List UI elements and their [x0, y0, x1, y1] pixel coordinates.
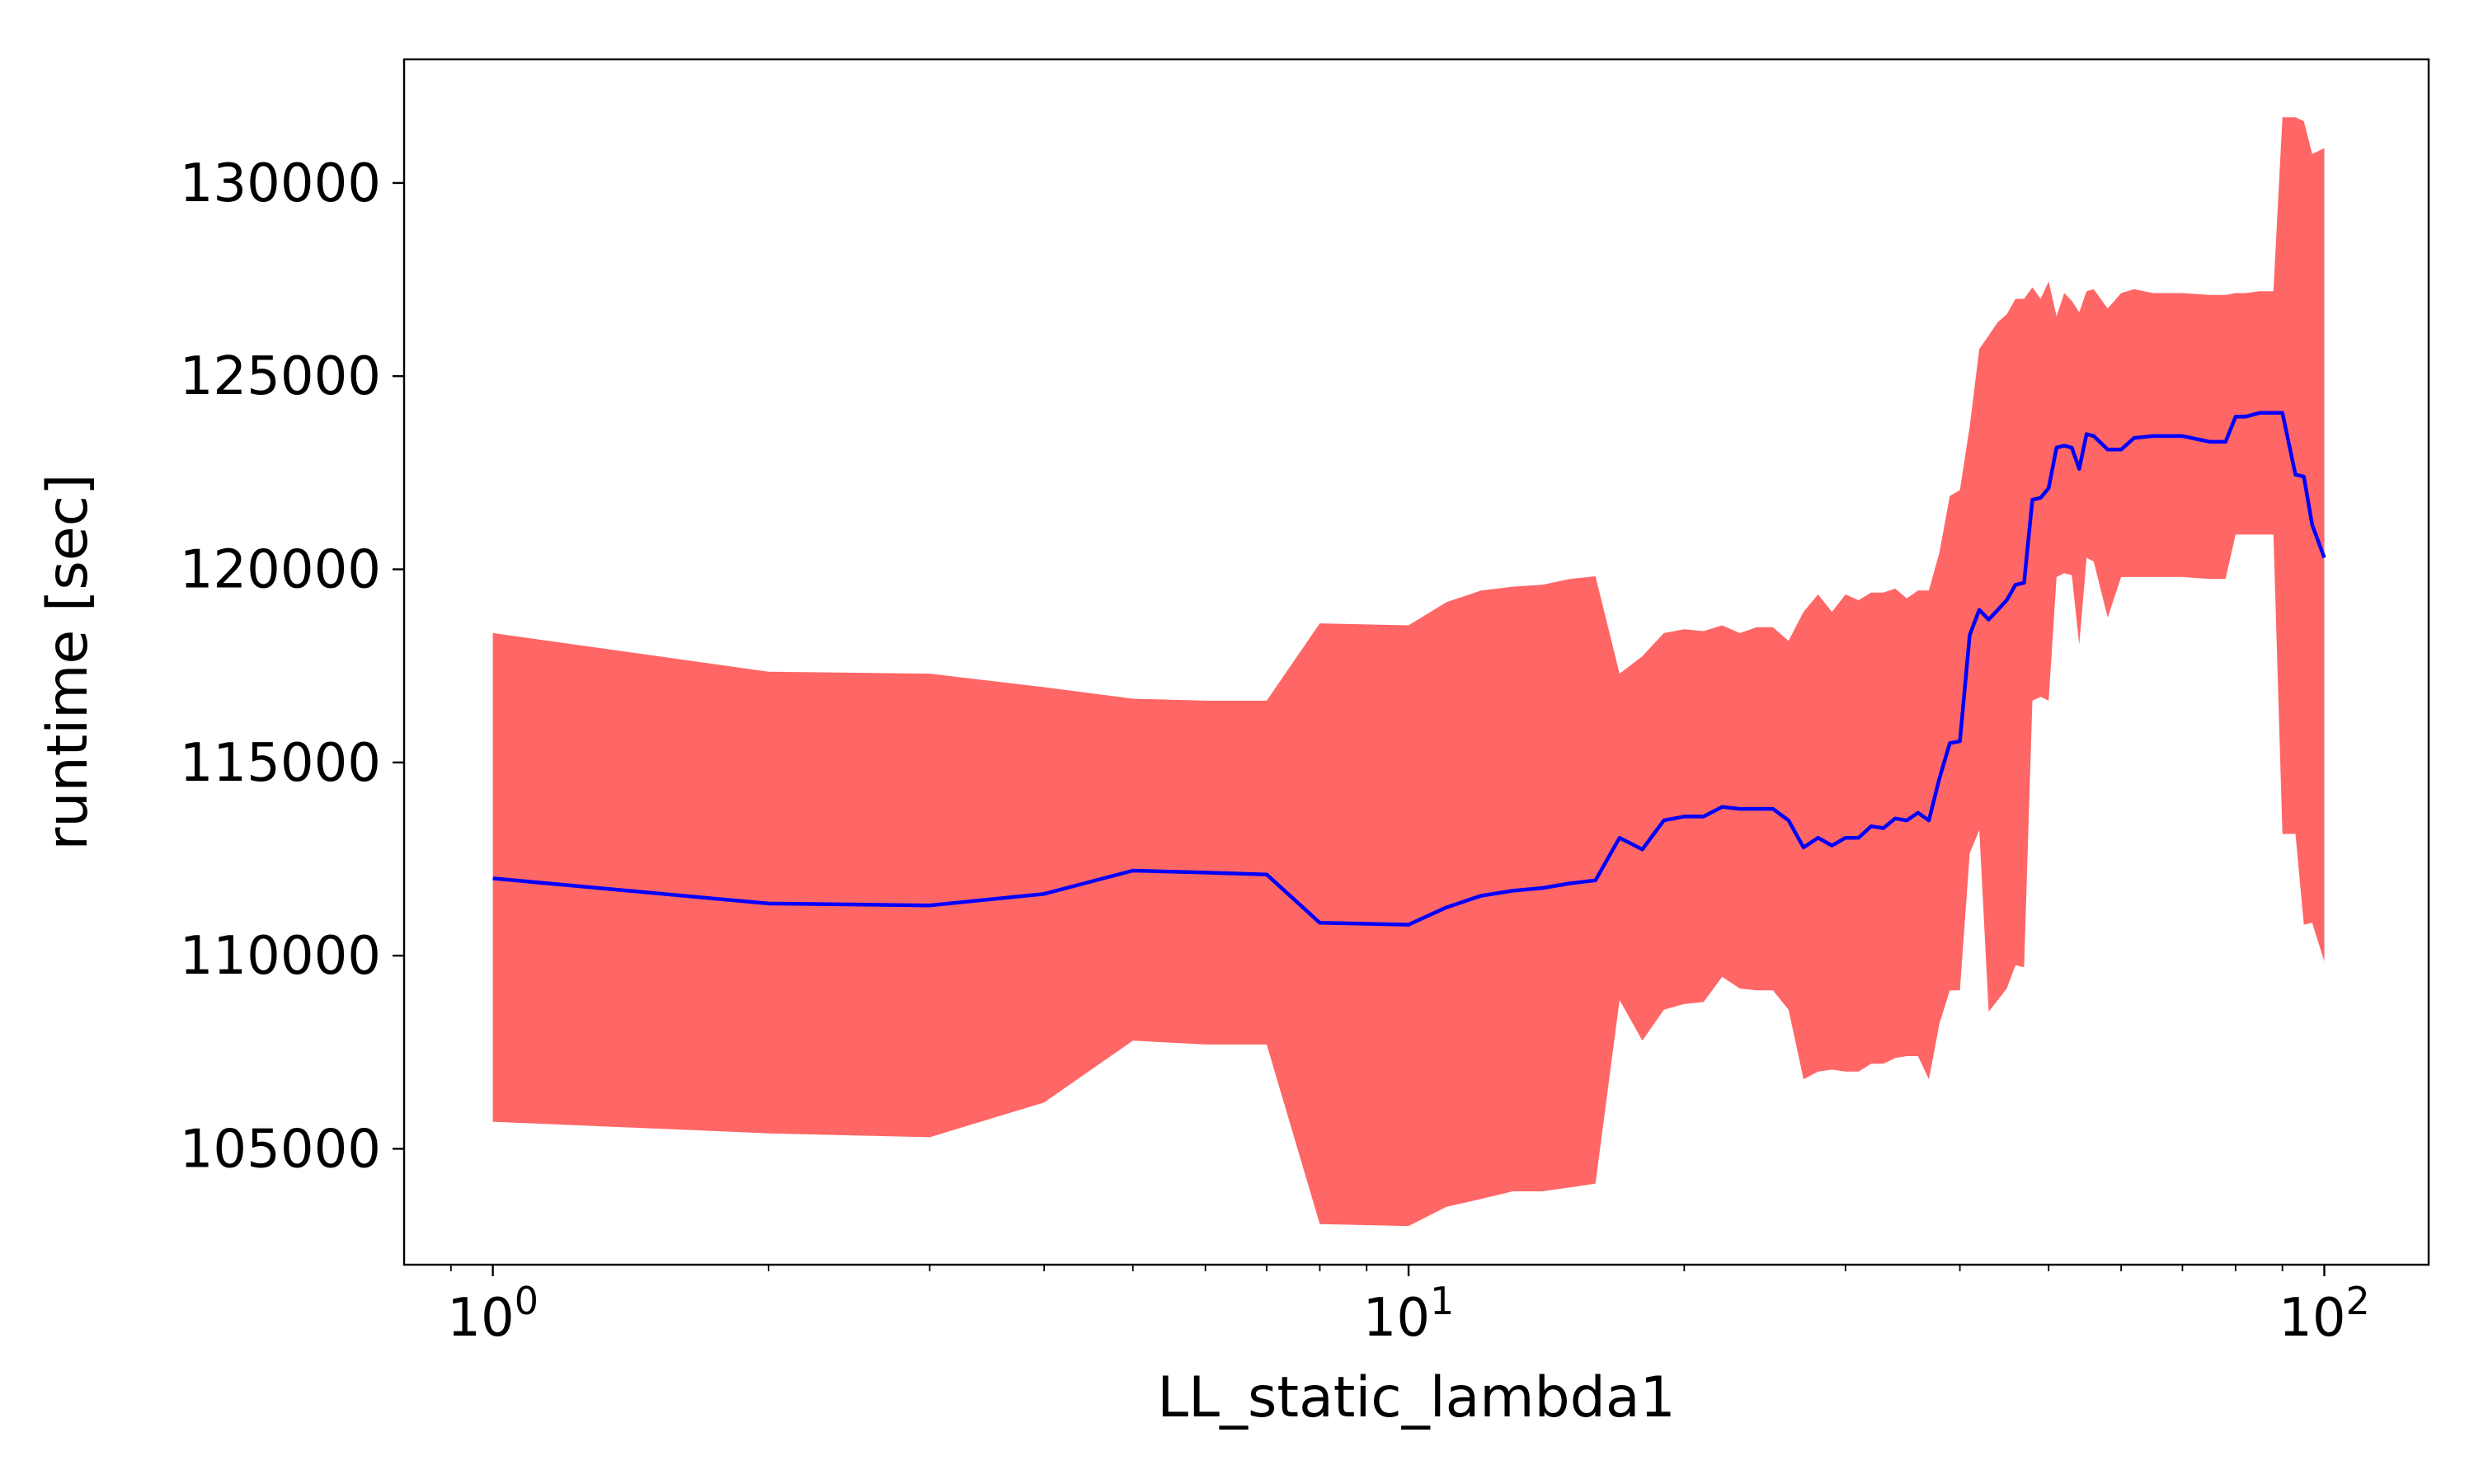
- y-tick-label: 120000: [180, 540, 381, 601]
- mean-line: [492, 411, 2326, 927]
- x-axis-title: LL_static_lambda1: [1157, 1365, 1676, 1430]
- x-tick-label: 102: [2279, 1279, 2370, 1349]
- y-tick-label: 110000: [180, 926, 381, 987]
- std-band: [492, 117, 2325, 1227]
- std-band-layer: [492, 117, 2325, 1227]
- y-axis-title: runtime [sec]: [35, 473, 101, 850]
- y-tick-label: 105000: [180, 1119, 381, 1180]
- y-tick-label: 125000: [180, 346, 381, 407]
- x-tick-label: 100: [447, 1279, 539, 1349]
- y-tick-label: 115000: [180, 733, 381, 794]
- plot-frame: [402, 58, 2430, 1266]
- y-tick-label: 130000: [180, 153, 381, 214]
- x-tick-label: 101: [1363, 1279, 1455, 1349]
- tick-layer: 105000 110000 115000 120000 125000 130000 100 1…: [180, 153, 2370, 1349]
- mean-line-layer: [492, 411, 2326, 927]
